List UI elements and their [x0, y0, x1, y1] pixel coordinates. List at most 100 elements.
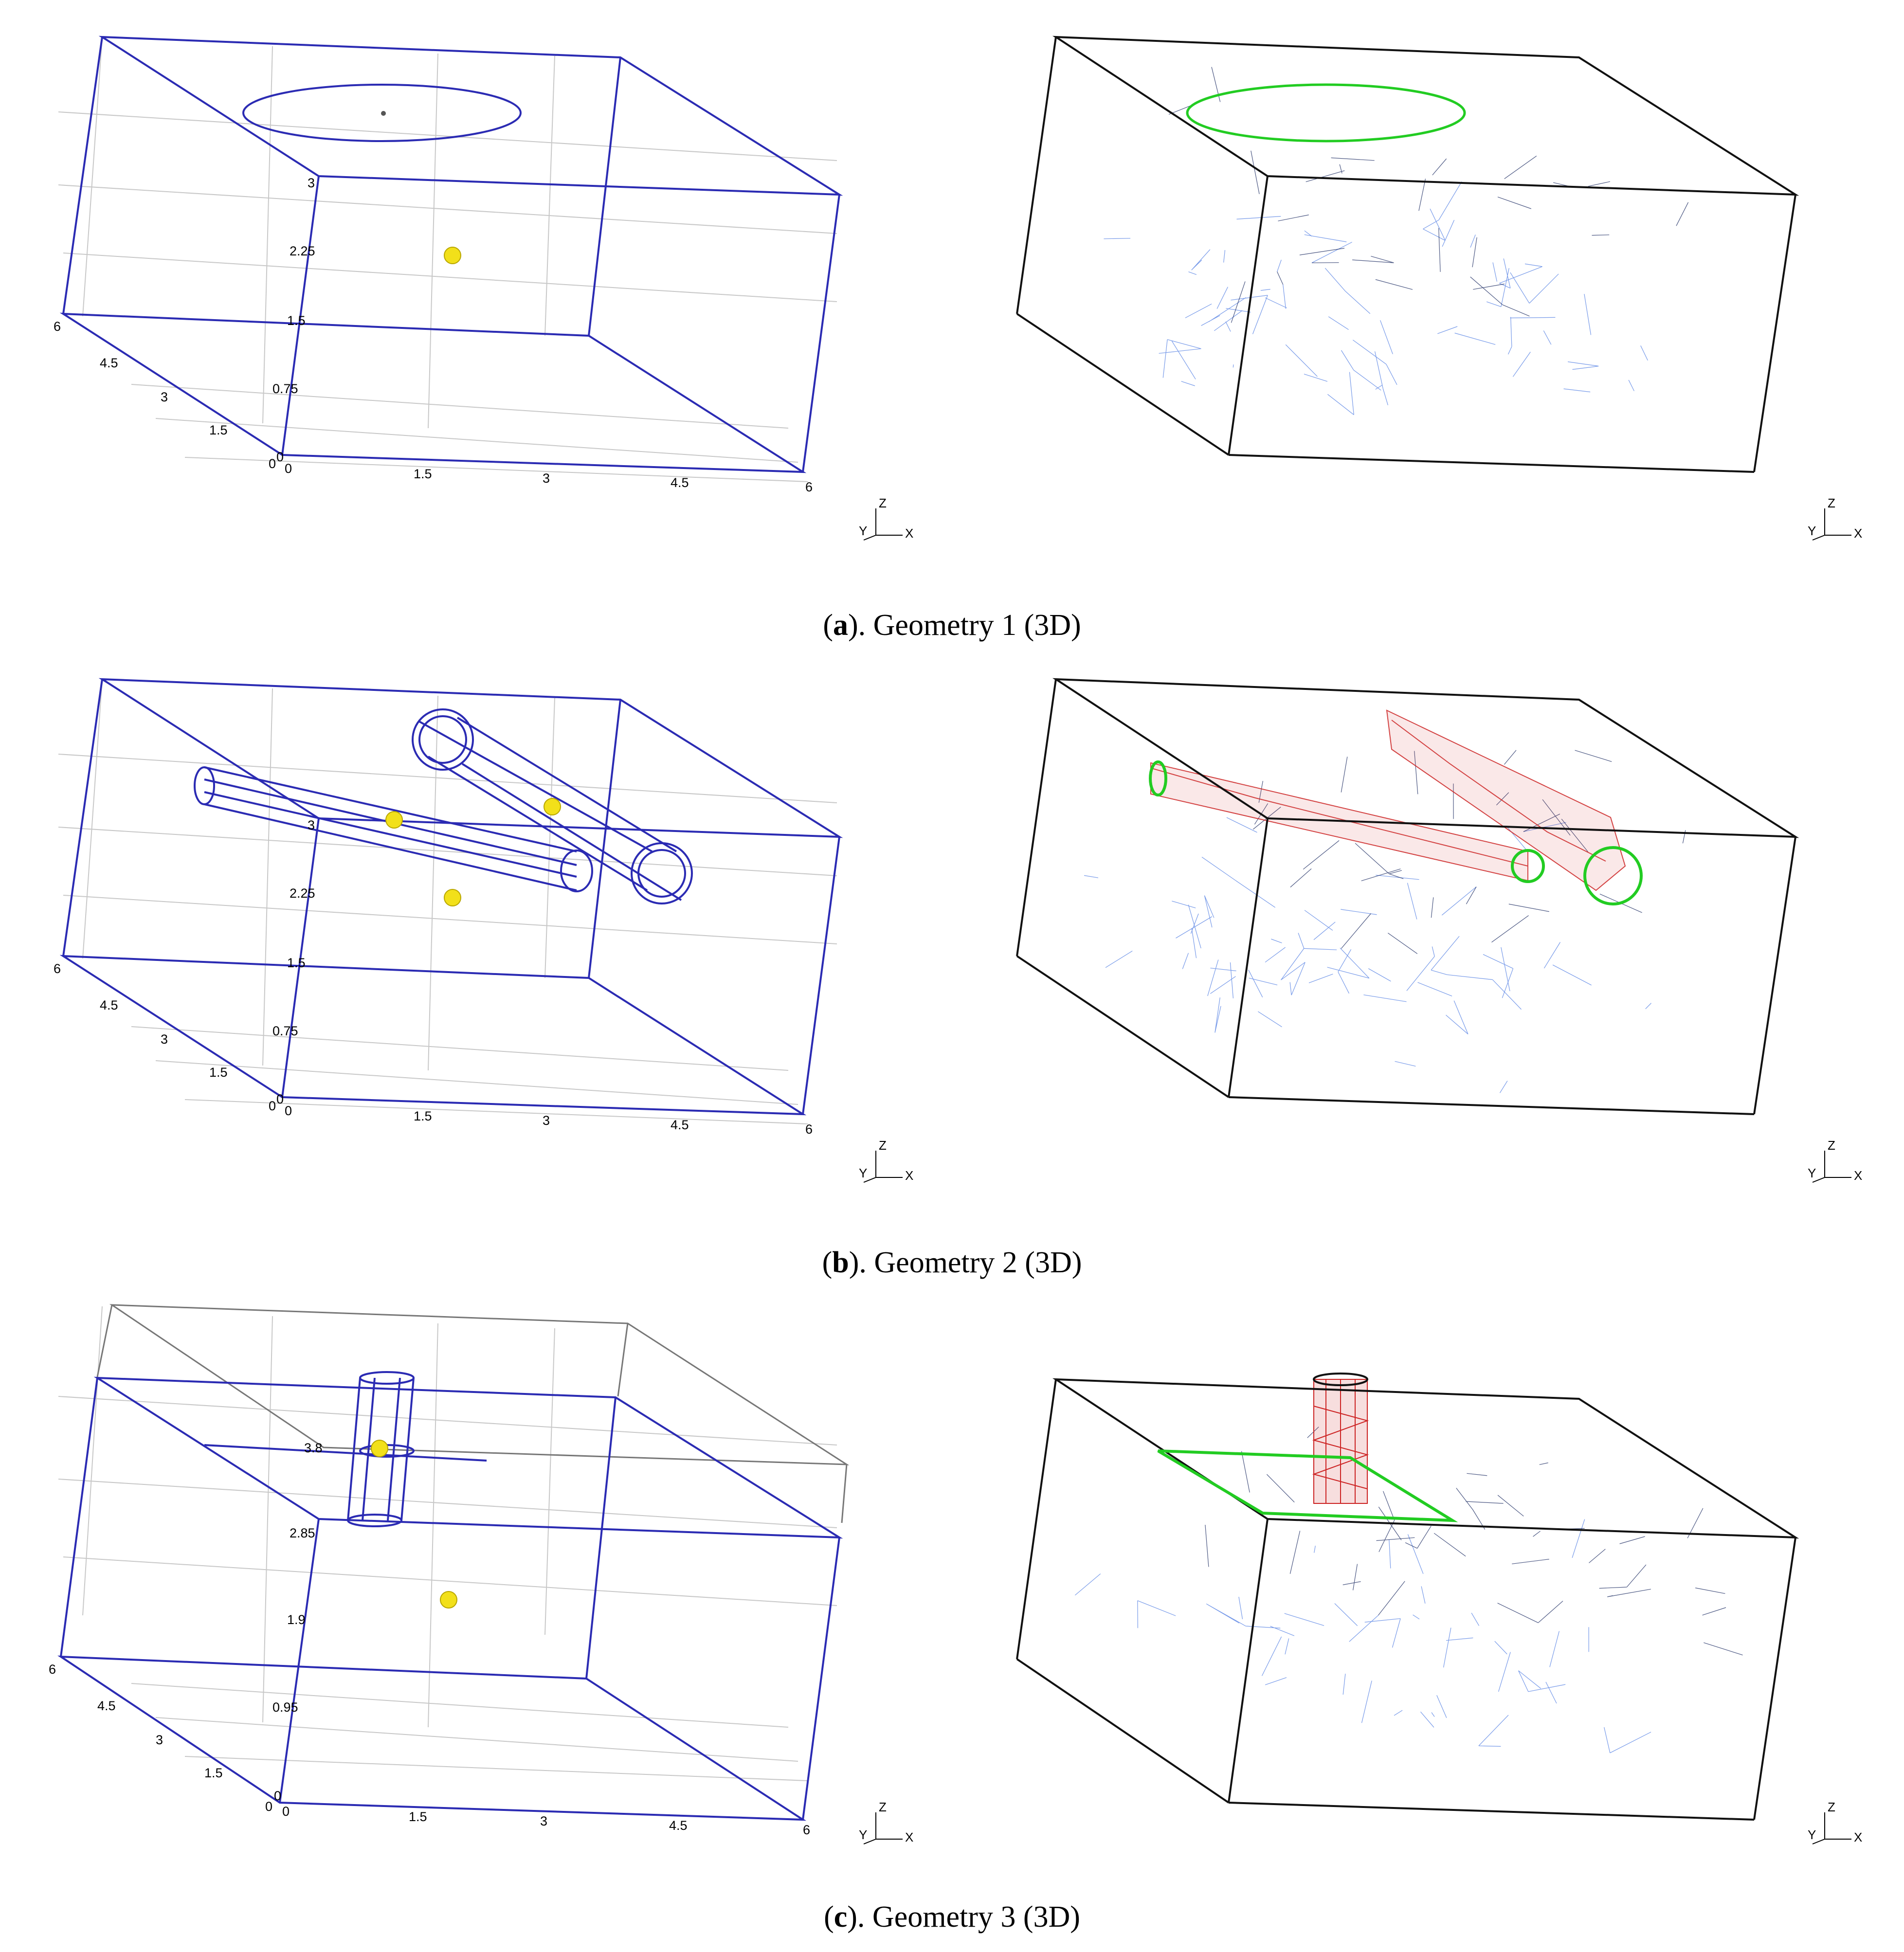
inclined-tube-1	[194, 766, 593, 892]
y-tick-label: 3	[161, 1032, 168, 1047]
z-tick-label: 1.5	[287, 313, 306, 328]
x-tick-label: 0	[282, 1804, 290, 1819]
tube-outlet-highlight	[1583, 846, 1643, 905]
source-point	[444, 247, 461, 264]
z-tick-label: 0.75	[272, 381, 298, 396]
y-tick-label: 1.5	[209, 1065, 228, 1080]
axes-triad: Z Y X	[859, 496, 913, 541]
y-tick-label: 0	[269, 456, 276, 471]
y-tick-label: 3	[161, 390, 168, 404]
z-axis-label: Z	[1828, 1138, 1835, 1153]
y-axis-label: Y	[1808, 1827, 1816, 1842]
refined-tube-region	[1150, 709, 1626, 891]
axes-triad: Z Y X	[1808, 496, 1862, 541]
bounding-box-edges	[1016, 36, 1799, 473]
x-tick-label: 3	[543, 1113, 550, 1128]
x-axis-label: X	[1854, 526, 1862, 541]
z-tick-label: 1.9	[287, 1612, 306, 1627]
x-tick-label: 3	[540, 1814, 547, 1828]
caption-letter: a	[833, 609, 849, 642]
z-tick-label: 3	[308, 176, 315, 190]
x-tick-label: 6	[805, 480, 813, 494]
bounding-box-edges	[57, 1376, 843, 1821]
circular-boundary-highlight	[1186, 83, 1466, 143]
interface-plane-highlight	[1157, 1449, 1458, 1522]
z-tick-label: 0.75	[272, 1024, 298, 1038]
mesh-edges-dense	[1205, 1427, 1743, 1656]
z-axis-label: Z	[879, 496, 887, 510]
axes-triad: Z Y X	[1808, 1138, 1862, 1183]
y-tick-label: 1.5	[209, 423, 228, 437]
x-axis-label: X	[905, 1830, 913, 1844]
caption-letter: c	[834, 1900, 848, 1934]
inclined-tube-2	[412, 708, 693, 904]
x-tick-label: 1.5	[414, 467, 432, 481]
mesh-grid	[1084, 750, 1686, 1093]
z-tick-label: 3.8	[304, 1441, 323, 1455]
geometry-2-mesh: Z Y X	[1016, 678, 1862, 1183]
y-axis-label: Y	[1808, 524, 1816, 538]
y-axis-label: Y	[859, 1166, 867, 1180]
y-axis-tick-labels: 6 4.5 3 1.5 0	[49, 1662, 272, 1814]
y-tick-label: 6	[54, 961, 61, 976]
x-tick-label: 1.5	[414, 1109, 432, 1123]
source-point	[444, 889, 461, 906]
bounding-box-edges	[1016, 678, 1799, 1115]
x-tick-label: 0	[285, 461, 292, 476]
source-point	[385, 811, 403, 829]
caption-text: ). Geometry 2 (3D)	[849, 1246, 1082, 1279]
circular-boundary-curve	[242, 84, 522, 142]
z-tick-label: 1.5	[287, 956, 306, 970]
z-tick-label: 0	[274, 1789, 281, 1803]
mesh-edges-light	[1104, 181, 1648, 415]
x-tick-label: 0	[285, 1103, 292, 1118]
y-tick-label: 4.5	[100, 356, 118, 370]
x-axis-tick-labels: 0 1.5 3 4.5 6	[285, 461, 813, 494]
geometry-1-wireframe-panel: 3 2.25 1.5 0.75 0 6 4.5 3 1.5 0 0 1.5 3 …	[0, 0, 954, 574]
mesh-edges-dense	[1168, 67, 1689, 323]
z-axis-label: Z	[1828, 1800, 1835, 1814]
geometry-1-mesh-panel: Z Y X	[963, 0, 1904, 574]
z-axis-label: Z	[879, 1138, 887, 1153]
x-axis-label: X	[905, 526, 913, 541]
y-axis-tick-labels: 6 4.5 3 1.5 0	[54, 961, 276, 1113]
x-axis-tick-labels: 0 1.5 3 4.5 6	[282, 1804, 810, 1837]
z-axis-tick-labels: 3.8 2.85 1.9 0.95 0	[272, 1441, 323, 1803]
geometry-2-mesh-panel: Z Y X	[963, 637, 1904, 1211]
geometry-3-wireframe-panel: 3.8 2.85 1.9 0.95 0 6 4.5 3 1.5 0 0 1.5 …	[0, 1284, 954, 1859]
x-tick-label: 6	[805, 1122, 813, 1137]
geometry-1-wireframe: 3 2.25 1.5 0.75 0 6 4.5 3 1.5 0 0 1.5 3 …	[54, 36, 913, 541]
x-tick-label: 4.5	[671, 1118, 689, 1132]
mesh-edges-light	[1084, 817, 1651, 1093]
axes-triad: Z Y X	[1808, 1800, 1862, 1844]
source-point	[440, 1591, 457, 1609]
y-axis-label: Y	[859, 524, 867, 538]
y-tick-label: 4.5	[97, 1699, 116, 1713]
geometry-3-wireframe: 3.8 2.85 1.9 0.95 0 6 4.5 3 1.5 0 0 1.5 …	[49, 1304, 913, 1844]
x-tick-label: 1.5	[409, 1809, 427, 1824]
y-axis-tick-labels: 6 4.5 3 1.5 0	[54, 319, 276, 471]
geometry-1-mesh: Z Y X	[1016, 36, 1862, 541]
caption-c: (c). Geometry 3 (3D)	[824, 1900, 1080, 1934]
mesh-edges-light	[1075, 1519, 1651, 1753]
z-tick-label: 2.25	[290, 886, 315, 901]
caption-a: (a). Geometry 1 (3D)	[823, 609, 1081, 642]
z-tick-label: 2.25	[290, 244, 315, 258]
y-axis-label: Y	[1808, 1166, 1816, 1180]
caption-letter: b	[832, 1246, 849, 1279]
tube-outlet-highlight	[1511, 849, 1545, 883]
axes-triad: Z Y X	[859, 1800, 913, 1844]
refined-cylinder-region	[1312, 1379, 1369, 1504]
x-axis-tick-labels: 0 1.5 3 4.5 6	[285, 1103, 813, 1137]
grid-lines	[58, 36, 837, 482]
y-tick-label: 3	[156, 1733, 163, 1747]
source-point	[544, 798, 561, 815]
bounding-box-edges	[59, 678, 843, 1116]
z-axis-tick-labels: 3 2.25 1.5 0.75 0	[272, 176, 315, 464]
grid-lines	[58, 679, 837, 1124]
caption-text: ). Geometry 3 (3D)	[847, 1900, 1080, 1934]
y-tick-label: 6	[54, 319, 61, 334]
outer-box-edges	[96, 1304, 850, 1523]
y-tick-label: 0	[265, 1799, 272, 1814]
grid-lines	[58, 1306, 837, 1781]
